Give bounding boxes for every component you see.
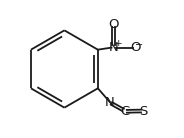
Text: +: +	[114, 39, 121, 48]
Text: O: O	[109, 18, 119, 31]
Text: −: −	[135, 40, 144, 50]
Text: N: N	[109, 41, 119, 54]
Text: C: C	[120, 104, 130, 118]
Text: N: N	[105, 95, 114, 109]
Text: S: S	[139, 104, 147, 118]
Text: O: O	[130, 41, 140, 54]
